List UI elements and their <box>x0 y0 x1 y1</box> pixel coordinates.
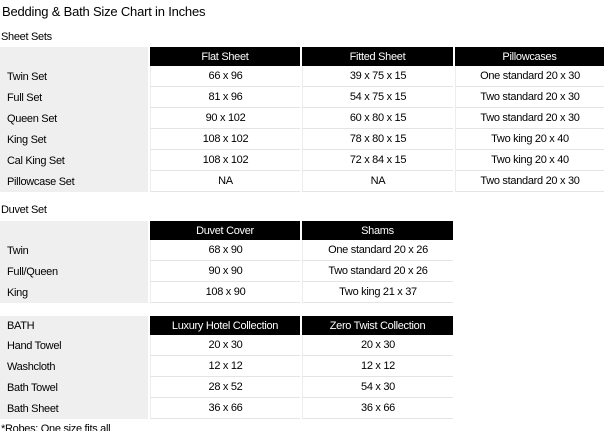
bath-column-header-zero-twist: Zero Twist Collection <box>302 316 453 335</box>
row-label-queen-set: Queen Set <box>0 108 148 129</box>
duvet-set-table: Duvet Cover Shams Twin 68 x 90 One stand… <box>0 221 606 303</box>
sheet-sets-column-header-flat-sheet: Flat Sheet <box>150 47 300 66</box>
duvet-set-corner-cell <box>0 221 148 240</box>
bath-corner-cell: BATH <box>0 316 148 335</box>
row-label-twin: Twin <box>0 240 148 261</box>
table-cell: Two standard 20 x 30 <box>455 171 604 192</box>
row-label-full-set: Full Set <box>0 87 148 108</box>
page-title: Bedding & Bath Size Chart in Inches <box>2 4 206 19</box>
row-label-pillowcase-set: Pillowcase Set <box>0 171 148 192</box>
sheet-sets-corner-cell <box>0 47 148 66</box>
row-label-washcloth: Washcloth <box>0 356 148 377</box>
table-cell: 81 x 96 <box>150 87 300 108</box>
duvet-set-column-header-duvet-cover: Duvet Cover <box>150 221 300 240</box>
table-cell: 108 x 90 <box>150 282 300 303</box>
table-cell: 108 x 102 <box>150 150 300 171</box>
table-cell: 36 x 66 <box>302 398 453 419</box>
row-label-twin-set: Twin Set <box>0 66 148 87</box>
row-label-king: King <box>0 282 148 303</box>
robes-footnote: *Robes: One size fits all <box>1 423 111 431</box>
bath-table: BATH Luxury Hotel Collection Zero Twist … <box>0 316 606 419</box>
table-cell: 54 x 75 x 15 <box>302 87 453 108</box>
table-cell: NA <box>302 171 453 192</box>
table-cell: 90 x 90 <box>150 261 300 282</box>
table-cell: Two king 20 x 40 <box>455 129 604 150</box>
table-cell: Two standard 20 x 26 <box>302 261 453 282</box>
row-label-hand-towel: Hand Towel <box>0 335 148 356</box>
table-cell: 39 x 75 x 15 <box>302 66 453 87</box>
table-cell: 20 x 30 <box>302 335 453 356</box>
sheet-sets-column-header-pillowcases: Pillowcases <box>455 47 604 66</box>
bath-column-header-luxury-hotel: Luxury Hotel Collection <box>150 316 300 335</box>
size-chart-page: Bedding & Bath Size Chart in Inches Shee… <box>0 4 606 431</box>
table-cell: 90 x 102 <box>150 108 300 129</box>
table-cell: 108 x 102 <box>150 129 300 150</box>
row-label-cal-king-set: Cal King Set <box>0 150 148 171</box>
section-label-duvet-set: Duvet Set <box>1 204 47 216</box>
table-cell: 12 x 12 <box>302 356 453 377</box>
table-cell: One standard 20 x 30 <box>455 66 604 87</box>
row-label-bath-sheet: Bath Sheet <box>0 398 148 419</box>
table-cell: 12 x 12 <box>150 356 300 377</box>
duvet-set-column-header-shams: Shams <box>302 221 453 240</box>
table-cell: NA <box>150 171 300 192</box>
table-cell: Two king 20 x 40 <box>455 150 604 171</box>
row-label-king-set: King Set <box>0 129 148 150</box>
table-cell: Two standard 20 x 30 <box>455 108 604 129</box>
sheet-sets-column-header-fitted-sheet: Fitted Sheet <box>302 47 453 66</box>
table-cell: One standard 20 x 26 <box>302 240 453 261</box>
table-cell: 72 x 84 x 15 <box>302 150 453 171</box>
table-cell: Two standard 20 x 30 <box>455 87 604 108</box>
sheet-sets-table: Flat Sheet Fitted Sheet Pillowcases Twin… <box>0 47 606 192</box>
table-cell: 28 x 52 <box>150 377 300 398</box>
table-cell: 68 x 90 <box>150 240 300 261</box>
table-cell: 36 x 66 <box>150 398 300 419</box>
table-cell: 78 x 80 x 15 <box>302 129 453 150</box>
row-label-bath-towel: Bath Towel <box>0 377 148 398</box>
table-cell: 66 x 96 <box>150 66 300 87</box>
table-cell: 60 x 80 x 15 <box>302 108 453 129</box>
section-label-sheet-sets: Sheet Sets <box>1 31 52 43</box>
table-cell: Two king 21 x 37 <box>302 282 453 303</box>
table-cell: 54 x 30 <box>302 377 453 398</box>
row-label-full-queen: Full/Queen <box>0 261 148 282</box>
table-cell: 20 x 30 <box>150 335 300 356</box>
